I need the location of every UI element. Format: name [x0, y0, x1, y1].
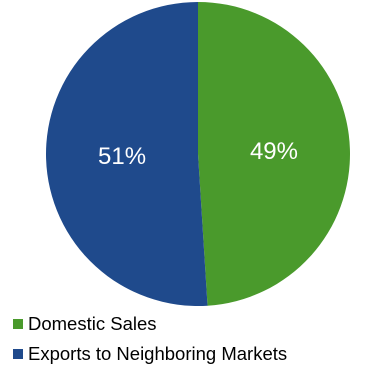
legend-label-domestic-sales: Domestic Sales	[28, 312, 157, 334]
pie-slice-domestic-sales	[198, 2, 351, 306]
legend-item-exports-to-neighboring-markets: Exports to Neighboring Markets	[13, 342, 287, 366]
legend: Domestic Sales Exports to Neighboring Ma…	[13, 312, 287, 372]
data-label-exports-to-neighboring-markets: 51%	[98, 143, 146, 170]
legend-swatch-exports-to-neighboring-markets	[13, 349, 23, 359]
pie-slice-exports-to-neighboring-markets	[46, 2, 208, 306]
pie-slices	[46, 2, 351, 306]
legend-label-exports-to-neighboring-markets: Exports to Neighboring Markets	[28, 342, 288, 364]
data-label-domestic-sales: 49%	[250, 138, 298, 165]
legend-swatch-domestic-sales	[13, 319, 23, 329]
legend-item-domestic-sales: Domestic Sales	[13, 312, 287, 336]
pie-data-labels: 49% 51%	[98, 138, 298, 170]
